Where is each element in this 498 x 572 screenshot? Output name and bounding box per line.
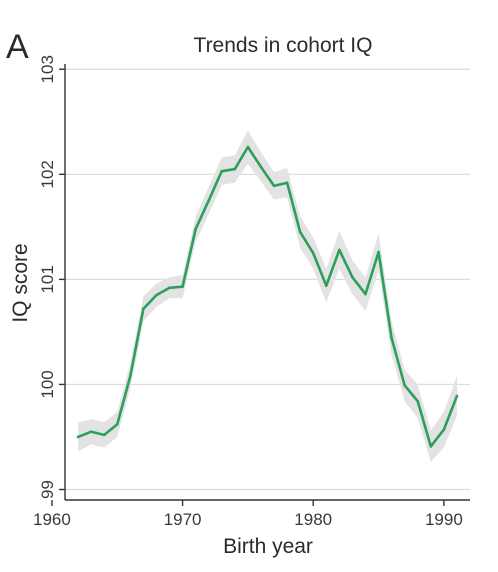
data-point: [155, 293, 158, 297]
y-tick-label: 100: [38, 370, 57, 398]
data-point: [246, 145, 250, 149]
data-point: [429, 445, 433, 448]
data-point: [233, 167, 237, 171]
data-point: [416, 399, 420, 403]
panel-label: A: [6, 28, 29, 66]
data-point: [377, 250, 380, 254]
data-point: [364, 292, 367, 296]
series-line-layer: [76, 145, 459, 448]
x-axis-title: Birth year: [223, 535, 313, 558]
data-point: [351, 275, 354, 279]
y-tick-label: 102: [38, 160, 57, 188]
data-point: [285, 181, 289, 185]
axes: 99 100 101 102 103 1960 1970 1980 1990: [33, 55, 470, 529]
data-point: [298, 230, 302, 234]
data-point: [324, 284, 328, 287]
x-tick-label: 1990: [425, 510, 463, 529]
data-point: [259, 165, 263, 169]
y-tick-label: 103: [38, 55, 57, 83]
data-point: [390, 336, 393, 340]
data-point: [272, 184, 276, 188]
data-point: [455, 394, 459, 398]
x-tick-label: 1980: [294, 510, 332, 529]
data-point: [115, 423, 119, 426]
data-point: [181, 285, 184, 289]
data-point: [442, 428, 446, 431]
data-point: [129, 374, 132, 378]
y-tick-label: 99: [38, 480, 57, 499]
chart-title: Trends in cohort IQ: [194, 34, 373, 57]
data-point: [168, 286, 171, 290]
data-point: [311, 251, 315, 255]
data-point: [220, 169, 224, 173]
y-axis-title: IQ score: [9, 243, 32, 322]
data-point: [194, 227, 197, 231]
data-point: [102, 433, 106, 437]
data-point: [89, 430, 93, 434]
x-tick-label: 1970: [164, 510, 202, 529]
data-point: [142, 307, 145, 311]
data-point: [207, 199, 211, 202]
x-tick-label: 1960: [33, 510, 71, 529]
data-point: [403, 384, 406, 387]
series-line: [76, 145, 459, 448]
y-tick-label: 101: [38, 265, 57, 293]
data-point: [338, 248, 341, 252]
data-point: [76, 435, 80, 439]
